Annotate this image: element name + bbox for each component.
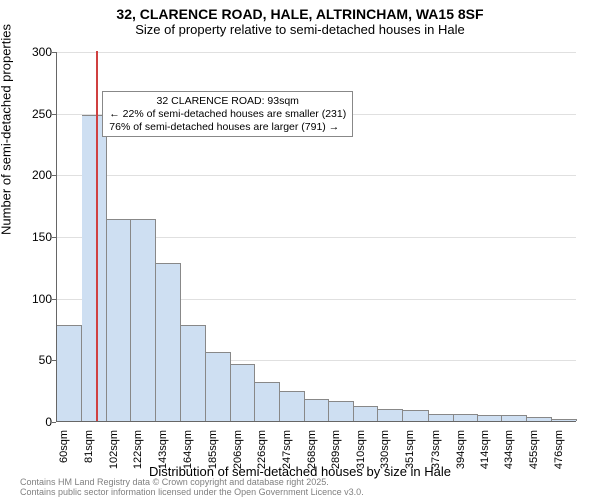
y-tick-label: 150 — [8, 230, 52, 244]
y-tick-label: 250 — [8, 107, 52, 121]
chart-title: 32, CLARENCE ROAD, HALE, ALTRINCHAM, WA1… — [0, 6, 600, 22]
histogram-bar — [255, 382, 280, 421]
histogram-bar — [454, 414, 478, 421]
histogram-bar — [429, 414, 454, 421]
histogram-bar — [206, 352, 231, 421]
callout-line-3: 76% of semi-detached houses are larger (… — [109, 121, 346, 134]
histogram-bar — [82, 115, 107, 421]
histogram-bar — [305, 399, 330, 421]
histogram-bar — [107, 219, 131, 421]
callout-box: 32 CLARENCE ROAD: 93sqm ← 22% of semi-de… — [102, 91, 353, 137]
histogram-bar — [354, 406, 378, 421]
y-tick-mark — [52, 422, 56, 423]
chart-subtitle: Size of property relative to semi-detach… — [0, 22, 600, 37]
title-block: 32, CLARENCE ROAD, HALE, ALTRINCHAM, WA1… — [0, 6, 600, 37]
histogram-bar — [329, 401, 354, 421]
histogram-bar — [280, 391, 305, 421]
y-tick-label: 200 — [8, 168, 52, 182]
histogram-bar — [378, 409, 403, 421]
plot-area: 32 CLARENCE ROAD: 93sqm ← 22% of semi-de… — [56, 52, 576, 422]
histogram-bar — [231, 364, 255, 421]
histogram-bar — [478, 415, 502, 421]
histogram-bar — [502, 415, 527, 421]
footer-attribution: Contains HM Land Registry data © Crown c… — [20, 478, 364, 498]
y-tick-label: 0 — [8, 415, 52, 429]
histogram-bar — [156, 263, 181, 421]
footer-line-2: Contains public sector information licen… — [20, 488, 364, 498]
histogram-bar — [57, 325, 82, 421]
y-tick-label: 100 — [8, 292, 52, 306]
histogram-bar — [131, 219, 156, 421]
histogram-bar — [527, 417, 552, 421]
callout-line-2: ← 22% of semi-detached houses are smalle… — [109, 108, 346, 121]
y-tick-label: 300 — [8, 45, 52, 59]
histogram-bar — [181, 325, 206, 421]
histogram-bar — [403, 410, 429, 421]
callout-line-1: 32 CLARENCE ROAD: 93sqm — [109, 95, 346, 108]
histogram-bar — [552, 419, 577, 421]
y-tick-label: 50 — [8, 353, 52, 367]
chart-root: 32, CLARENCE ROAD, HALE, ALTRINCHAM, WA1… — [0, 0, 600, 500]
